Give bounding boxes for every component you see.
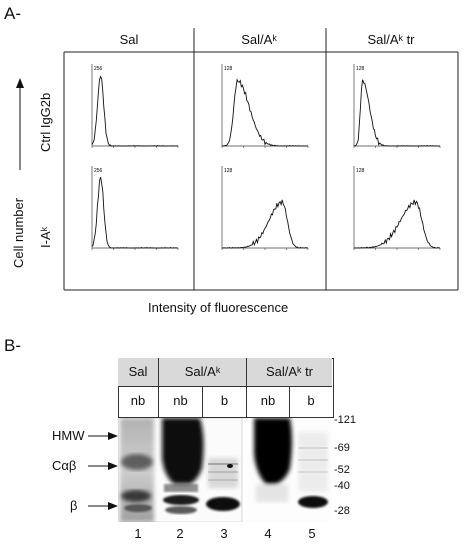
panel-b-letter: B-	[4, 336, 21, 355]
column-header-sal-ak: Sal/Aᵏ	[241, 32, 277, 47]
histogram-curve	[222, 199, 308, 249]
blot-divider-sub-1	[202, 387, 203, 417]
mw-marker-52: -52	[334, 464, 350, 476]
histogram-y-tick: 256	[94, 66, 103, 72]
lane-number-5: 5	[308, 526, 316, 541]
blot-divider-1	[158, 358, 159, 417]
histogram-grid: 256 128 128 256 128 128	[91, 64, 441, 250]
x-axis-label-fluorescence: Intensity of fluorescence	[148, 300, 289, 315]
blot-header-group-row	[118, 358, 332, 387]
histogram-curve	[91, 176, 178, 249]
histogram-y-tick: 128	[224, 66, 233, 72]
histogram-curve	[353, 199, 441, 249]
blot-sublabel-lane2: nb	[173, 393, 188, 408]
western-blot-image	[118, 418, 332, 522]
histogram-y-tick: 128	[224, 168, 233, 174]
blot-group-sal: Sal	[128, 364, 148, 379]
column-header-sal: Sal	[119, 32, 139, 47]
blot-group-sal-ak-tr: Sal/Aᵏ tr	[265, 364, 314, 379]
histogram-ctrl-col1: 256	[91, 64, 179, 148]
histogram-y-tick: 128	[356, 66, 365, 72]
histogram-ctrl-col3: 128	[353, 64, 441, 148]
blot-group-sal-ak: Sal/Aᵏ	[184, 364, 221, 379]
histogram-iak-col3: 128	[353, 166, 441, 250]
lane-number-4: 4	[264, 526, 272, 541]
mw-marker-121: -121	[334, 414, 357, 426]
mw-marker-40: -40	[334, 480, 350, 492]
blot-sublabel-lane5: b	[307, 393, 315, 408]
histogram-curve	[221, 78, 309, 147]
histogram-iak-col2: 128	[221, 166, 309, 250]
lane-number-3: 3	[220, 526, 228, 541]
blot-sublabel-lane4: nb	[260, 393, 276, 408]
histogram-curve	[353, 79, 441, 147]
histogram-y-tick: 256	[94, 168, 103, 174]
histogram-iak-col1: 256	[91, 166, 179, 250]
blot-sublabel-lane3: b	[220, 393, 229, 408]
blot-divider-sub-2	[289, 387, 290, 417]
panel-a-frame	[16, 28, 459, 291]
band-label-hmw: HMW	[52, 428, 85, 443]
band-label-cab: Cαβ	[52, 458, 77, 473]
mw-marker-69: -69	[334, 442, 350, 454]
blot-divider-2	[246, 358, 247, 417]
histogram-y-tick: 128	[356, 168, 365, 174]
column-header-sal-ak-tr: Sal/Aᵏ tr	[367, 32, 415, 47]
band-label-beta: β	[70, 498, 78, 513]
lane-number-1: 1	[134, 526, 142, 541]
blot-sublabel-lane1: nb	[130, 393, 146, 408]
histogram-ctrl-col2: 128	[221, 64, 309, 148]
band-arrows	[88, 432, 118, 510]
mw-marker-28: -28	[334, 505, 350, 517]
histogram-curve	[91, 75, 179, 147]
panel-a-letter: A-	[4, 4, 21, 23]
lane-number-2: 2	[176, 526, 184, 541]
